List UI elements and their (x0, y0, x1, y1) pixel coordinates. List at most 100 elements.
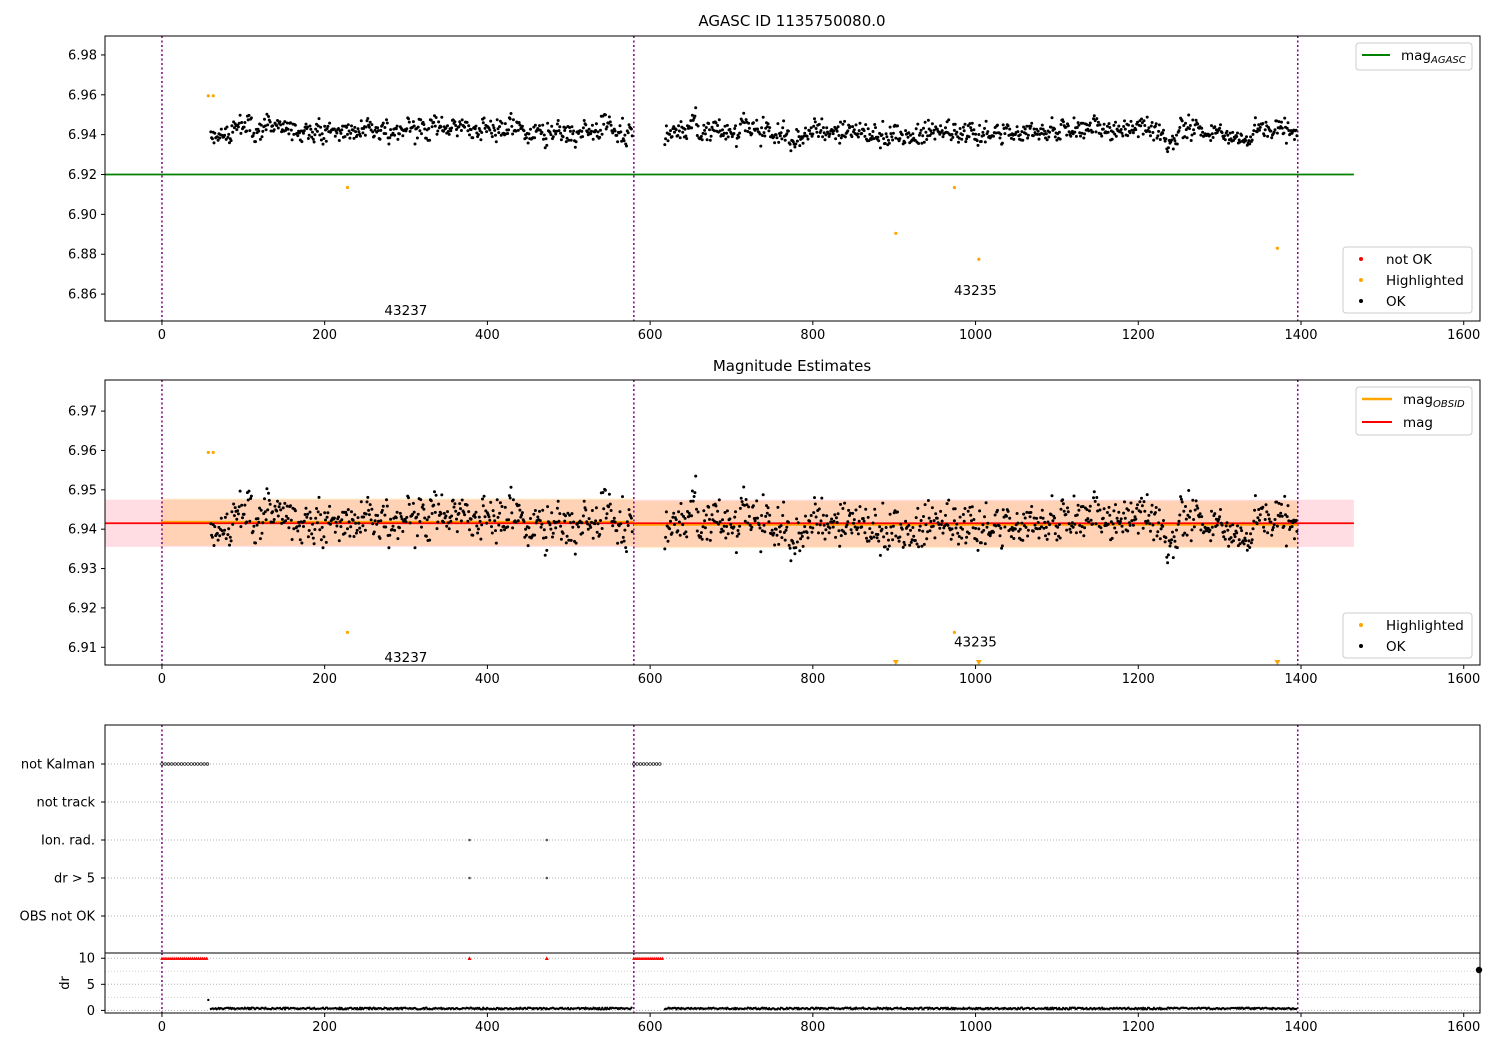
ok-point (510, 511, 514, 515)
ok-point (511, 132, 515, 136)
p4-xtick-label: 800 (800, 1020, 825, 1035)
ok-point (370, 507, 374, 511)
ok-point (1088, 504, 1092, 508)
ok-point (975, 139, 979, 143)
ok-point (1078, 131, 1082, 135)
ok-point (305, 515, 309, 519)
ok-point (800, 534, 804, 538)
ok-point (669, 129, 672, 133)
ok-point (868, 132, 872, 136)
ok-point (261, 521, 265, 525)
ok-point (1166, 146, 1170, 150)
p2-xtick-label: 400 (475, 672, 500, 687)
ok-point (1012, 537, 1016, 540)
ok-point (1021, 538, 1025, 542)
ok-point (795, 517, 799, 521)
ok-point (609, 123, 613, 127)
ok-point (1040, 508, 1044, 512)
highlighted-point (952, 630, 957, 634)
ok-point (970, 128, 973, 132)
ok-point (996, 123, 999, 127)
ok-point (1136, 135, 1140, 139)
ok-point (252, 524, 256, 528)
ok-point (1155, 534, 1159, 538)
ok-point (1041, 127, 1045, 131)
ok-point (672, 125, 676, 129)
ok-point (746, 130, 750, 133)
ok-point (692, 495, 696, 498)
ok-point (938, 526, 942, 530)
ok-point (1009, 136, 1013, 140)
dr-point (282, 1006, 286, 1009)
ok-point (728, 517, 732, 521)
ok-point (906, 135, 910, 139)
ok-point (850, 531, 854, 535)
ok-point (394, 516, 398, 520)
ok-point (309, 516, 313, 520)
ok-point (1211, 136, 1215, 139)
ok-point (708, 538, 712, 542)
ok-point (882, 137, 886, 141)
ok-point (580, 129, 584, 133)
ok-point (977, 133, 981, 136)
ok-point (762, 131, 766, 135)
ok-point (1158, 537, 1162, 541)
ok-point (1107, 122, 1111, 126)
ok-point (716, 124, 720, 127)
ok-point (354, 531, 358, 535)
ok-point (793, 552, 797, 556)
ok-point (1123, 127, 1127, 131)
ok-point (423, 127, 427, 131)
ok-point (228, 535, 232, 539)
ok-point (358, 526, 362, 530)
ok-point (1107, 505, 1111, 509)
ok-point (255, 523, 259, 527)
ok-point (1116, 519, 1120, 523)
ok-point (408, 521, 412, 525)
ok-point (843, 135, 847, 139)
ok-point (911, 526, 915, 529)
ok-point (874, 513, 877, 517)
ok-point (420, 525, 423, 529)
ok-point (1219, 123, 1222, 127)
ok-point (1083, 526, 1087, 530)
ok-point (849, 528, 853, 532)
ok-point (981, 523, 985, 527)
legend-mag-highlighted-label: Highlighted (1386, 618, 1464, 634)
ok-point (1194, 499, 1198, 503)
ok-point (1026, 136, 1030, 140)
p2-xtick-label: 200 (312, 672, 337, 687)
ok-point (458, 502, 462, 506)
ok-point (1215, 523, 1219, 527)
ok-point (411, 501, 415, 505)
ok-point (1253, 123, 1257, 127)
ok-point (1026, 534, 1030, 538)
ok-point (1040, 131, 1043, 135)
ok-point (896, 124, 899, 128)
ok-point (378, 536, 382, 540)
ok-point (791, 140, 795, 144)
ok-point (1295, 134, 1299, 138)
flag-point (205, 762, 210, 766)
ok-point (310, 532, 314, 536)
ok-point (870, 531, 874, 535)
ok-point (926, 118, 930, 122)
ok-point (743, 129, 747, 133)
highlighted-point (206, 450, 210, 455)
offscale-marker (892, 660, 899, 665)
ok-point (1158, 138, 1162, 141)
ok-point (664, 510, 668, 514)
ok-point (1126, 134, 1130, 138)
ok-point (430, 512, 434, 515)
ok-point (1069, 530, 1073, 534)
ok-point (1024, 132, 1028, 136)
ok-point (1157, 508, 1161, 512)
ok-point (950, 527, 954, 531)
ok-point (1249, 541, 1253, 545)
ok-point (267, 115, 270, 118)
ok-point (533, 509, 537, 512)
ok-point (345, 125, 349, 129)
ok-point (320, 132, 324, 136)
ok-point (1008, 127, 1012, 131)
ok-point (1192, 132, 1196, 135)
